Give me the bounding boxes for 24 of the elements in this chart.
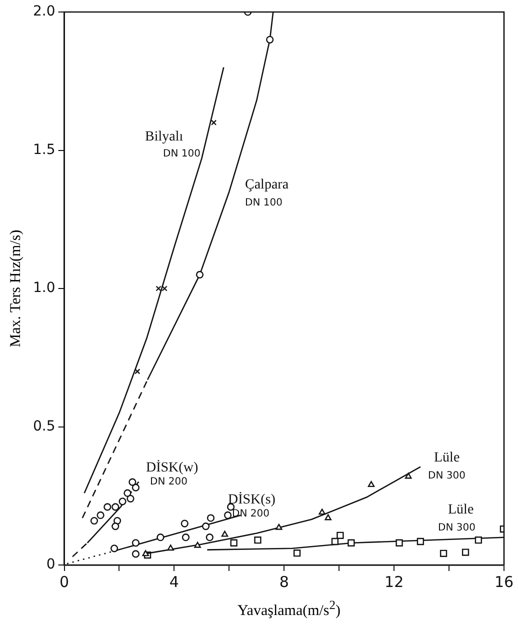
x-tick-label: 8 [279, 572, 289, 591]
annotation: Çalpara [245, 178, 290, 193]
annotation: Lüle [448, 502, 474, 518]
y-tick-label: 0.5 [33, 418, 56, 434]
y-tick-label: 1.5 [33, 142, 56, 158]
annotation: DN 300 [438, 522, 476, 534]
annotation: Bilyalı [145, 130, 184, 145]
annotation: DİSK(s) [228, 492, 276, 508]
x-tick-label: 16 [494, 572, 514, 591]
y-axis-title: Max. Ters Hız(m/s) [8, 230, 26, 348]
annotation: DN 200 [232, 508, 270, 520]
annotation: DN 100 [245, 198, 282, 209]
x-tick-label: 4 [169, 572, 179, 591]
annotation: DN 100 [163, 148, 200, 160]
x-tick-label: 12 [384, 572, 404, 591]
y-tick-label: 1.0 [33, 280, 56, 296]
annotation: Lüle [434, 450, 460, 466]
x-tick-label: 0 [59, 572, 70, 591]
annotation: DN 200 [150, 476, 188, 488]
annotation: DN 300 [428, 470, 466, 482]
y-tick-label: 2.0 [33, 4, 56, 20]
annotation: DİSK(w) [146, 460, 198, 476]
x-axis-title: Yavaşlama(m/s$^{2}$) [236, 598, 342, 620]
y-tick-label: 0 [46, 556, 56, 573]
